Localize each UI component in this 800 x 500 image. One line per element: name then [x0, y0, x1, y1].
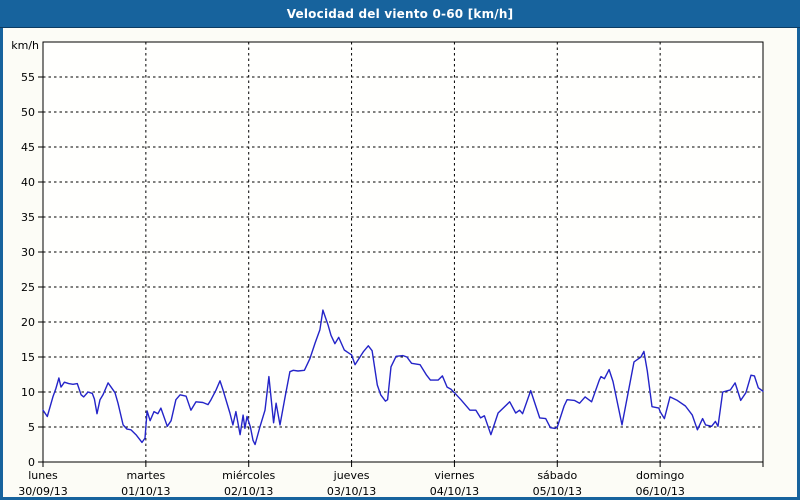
day-date-label: 04/10/13: [430, 485, 479, 498]
day-name-label: lunes: [28, 469, 58, 482]
day-name-label: domingo: [636, 469, 684, 482]
window-title: Velocidad del viento 0-60 [km/h]: [286, 6, 514, 21]
chart-area: 0 5 10 15 20 25 30 35 40 45 50 55 lunes 30/09/13 marte…: [3, 0, 797, 498]
window-title-bar: Velocidad del viento 0-60 [km/h]: [0, 0, 800, 28]
y-tick-label: 5: [28, 421, 35, 434]
y-tick-label: 10: [21, 386, 35, 399]
day-date-label: 02/10/13: [224, 485, 273, 498]
y-tick-label: 30: [21, 246, 35, 259]
day-name-label: martes: [126, 469, 165, 482]
day-name-label: sábado: [537, 469, 577, 482]
day-name-label: miércoles: [222, 469, 275, 482]
y-tick-label: 15: [21, 351, 35, 364]
wind-speed-chart: 0 5 10 15 20 25 30 35 40 45 50 55 lunes 30/09/13 marte…: [18, 41, 764, 498]
day-date-label: 05/10/13: [533, 485, 582, 498]
wind-speed-line: [42, 309, 764, 446]
y-tick-label: 25: [21, 281, 35, 294]
y-tick-label: 35: [21, 211, 35, 224]
y-tick-label: 0: [28, 456, 35, 469]
y-tick-label: 50: [21, 106, 35, 119]
y-tick-label: 55: [21, 71, 35, 84]
day-name-label: jueves: [333, 469, 370, 482]
y-tick-label: 45: [21, 141, 35, 154]
y-tick-label: 40: [21, 176, 35, 189]
day-date-label: 06/10/13: [635, 485, 684, 498]
y-tick-label: 20: [21, 316, 35, 329]
day-date-label: 30/09/13: [18, 485, 67, 498]
day-name-label: viernes: [434, 469, 474, 482]
day-date-label: 03/10/13: [327, 485, 376, 498]
y-axis-unit-label: km/h: [11, 39, 39, 52]
day-date-label: 01/10/13: [121, 485, 170, 498]
